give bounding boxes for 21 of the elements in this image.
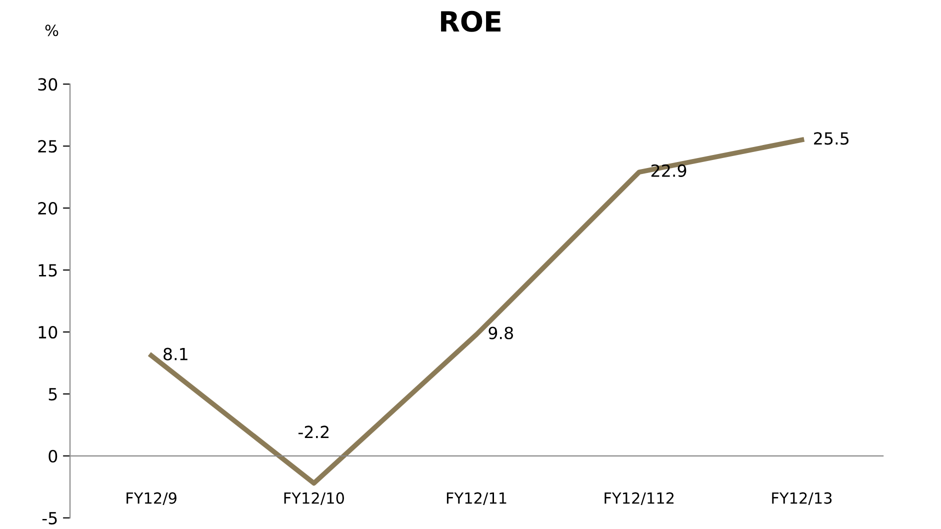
y-axis-title: % — [45, 24, 58, 36]
data-label: 8.1 — [164, 348, 188, 360]
data-label: 9.8 — [488, 326, 513, 340]
x-tick-label: FY12/10 — [284, 492, 344, 506]
data-label: 22.9 — [651, 164, 686, 177]
y-tick-label: 0 — [48, 450, 58, 462]
y-tick-label: -5 — [42, 512, 57, 524]
y-tick-label: 30 — [38, 78, 58, 91]
chart-title: ROE — [441, 10, 500, 32]
y-tick-label: 10 — [38, 326, 58, 339]
x-tick-label: FY12/13 — [772, 492, 832, 506]
line-series — [148, 137, 804, 486]
y-tick-label: 25 — [38, 140, 57, 153]
data-label: -2.2 — [298, 426, 329, 438]
y-tick-label: 15 — [38, 264, 57, 277]
x-tick-label: FY12/9 — [126, 492, 176, 506]
y-tick-label: 20 — [38, 202, 58, 215]
x-tick-label: FY12/11 — [446, 492, 506, 506]
data-label: 25.5 — [814, 132, 848, 145]
y-tick-label: 5 — [48, 388, 57, 401]
x-tick-label: FY12/112 — [604, 492, 674, 506]
